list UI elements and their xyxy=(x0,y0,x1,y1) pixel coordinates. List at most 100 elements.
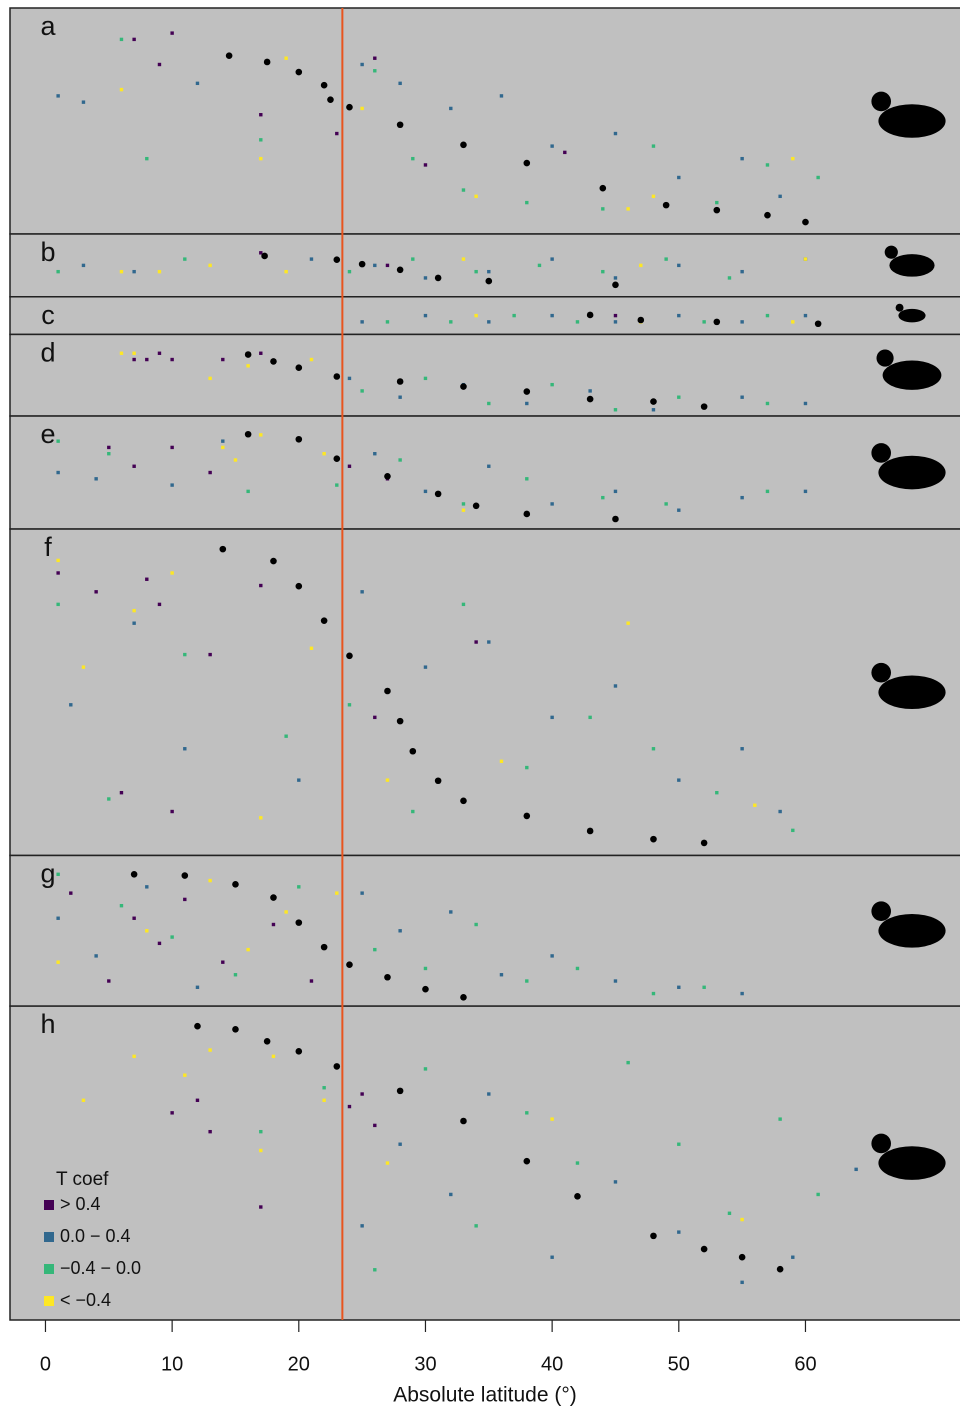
data-point xyxy=(474,1224,477,1227)
data-point xyxy=(132,270,135,273)
data-point xyxy=(360,891,363,894)
data-point xyxy=(474,640,477,643)
curve-point xyxy=(194,1023,201,1030)
data-point xyxy=(208,264,211,267)
data-point xyxy=(145,157,148,160)
silhouette xyxy=(871,443,891,463)
data-point xyxy=(335,891,338,894)
data-point xyxy=(576,967,579,970)
data-point xyxy=(462,188,465,191)
data-point xyxy=(360,320,363,323)
data-point xyxy=(411,157,414,160)
panel-background xyxy=(10,234,960,297)
curve-point xyxy=(422,986,429,993)
data-point xyxy=(677,1143,680,1146)
curve-point xyxy=(524,388,531,395)
data-point xyxy=(424,490,427,493)
curve-point xyxy=(334,1063,341,1070)
data-point xyxy=(664,502,667,505)
data-point xyxy=(56,270,59,273)
data-point xyxy=(411,257,414,260)
data-point xyxy=(348,270,351,273)
data-point xyxy=(652,747,655,750)
data-point xyxy=(702,320,705,323)
silhouette xyxy=(871,901,891,921)
data-point xyxy=(259,157,262,160)
data-point xyxy=(525,477,528,480)
legend-swatch xyxy=(44,1200,54,1210)
data-point xyxy=(728,1212,731,1215)
data-point xyxy=(82,1099,85,1102)
data-point xyxy=(778,1117,781,1120)
legend-swatch xyxy=(44,1296,54,1306)
data-point xyxy=(322,1086,325,1089)
data-point xyxy=(259,584,262,587)
curve-point xyxy=(226,52,233,59)
data-point xyxy=(170,571,173,574)
curve-point xyxy=(327,96,334,103)
data-point xyxy=(360,1224,363,1227)
curve-point xyxy=(270,358,277,365)
data-point xyxy=(145,578,148,581)
data-point xyxy=(614,276,617,279)
data-point xyxy=(677,176,680,179)
data-point xyxy=(284,734,287,737)
data-point xyxy=(170,810,173,813)
data-point xyxy=(652,195,655,198)
data-point xyxy=(614,408,617,411)
curve-point xyxy=(524,511,531,518)
curve-point xyxy=(650,398,657,405)
data-point xyxy=(614,1180,617,1183)
curve-point xyxy=(473,503,480,510)
figure: Absolute latitude (°) abcdefgh0102030405… xyxy=(0,0,960,1411)
data-point xyxy=(335,483,338,486)
data-point xyxy=(778,810,781,813)
data-point xyxy=(246,364,249,367)
data-point xyxy=(170,446,173,449)
data-point xyxy=(474,923,477,926)
data-point xyxy=(56,917,59,920)
panel-label: e xyxy=(40,419,55,449)
data-point xyxy=(462,603,465,606)
data-point xyxy=(310,979,313,982)
data-point xyxy=(234,973,237,976)
data-point xyxy=(183,653,186,656)
data-point xyxy=(677,396,680,399)
x-tick-label: 30 xyxy=(414,1353,436,1375)
curve-point xyxy=(460,142,467,149)
data-point xyxy=(740,992,743,995)
data-point xyxy=(563,151,566,154)
data-point xyxy=(766,314,769,317)
data-point xyxy=(56,603,59,606)
data-point xyxy=(348,377,351,380)
data-point xyxy=(221,439,224,442)
data-point xyxy=(183,747,186,750)
data-point xyxy=(576,320,579,323)
data-point xyxy=(107,446,110,449)
data-point xyxy=(740,396,743,399)
data-point xyxy=(373,716,376,719)
data-point xyxy=(677,1230,680,1233)
panel-label: h xyxy=(40,1009,55,1039)
data-point xyxy=(449,1193,452,1196)
data-point xyxy=(804,490,807,493)
data-point xyxy=(398,396,401,399)
curve-point xyxy=(296,436,303,443)
curve-point xyxy=(612,282,619,289)
data-point xyxy=(208,1048,211,1051)
data-point xyxy=(221,960,224,963)
data-point xyxy=(360,590,363,593)
data-point xyxy=(816,1193,819,1196)
data-point xyxy=(120,352,123,355)
data-point xyxy=(183,1073,186,1076)
data-point xyxy=(474,270,477,273)
data-point xyxy=(740,320,743,323)
data-point xyxy=(487,1092,490,1095)
x-tick-label: 40 xyxy=(541,1353,563,1375)
data-point xyxy=(170,935,173,938)
data-point xyxy=(487,402,490,405)
curve-point xyxy=(220,546,227,553)
curve-point xyxy=(650,836,657,843)
x-tick-label: 50 xyxy=(668,1353,690,1375)
data-point xyxy=(398,1143,401,1146)
